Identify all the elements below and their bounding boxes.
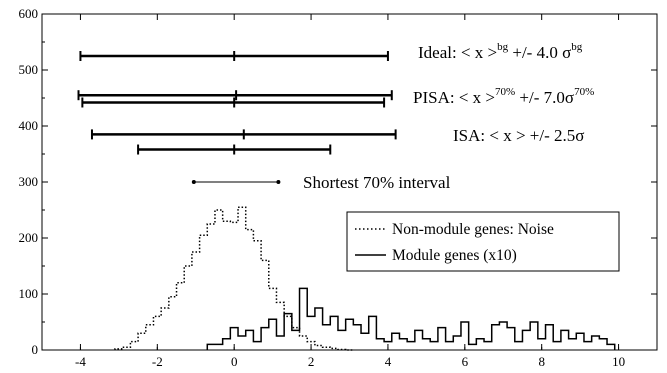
x-tick-label: 8 (538, 354, 545, 369)
interval-end-dot (276, 180, 281, 184)
y-tick-label: 600 (19, 6, 39, 21)
y-tick-label: 400 (19, 118, 39, 133)
y-tick-label: 200 (19, 230, 39, 245)
y-tick-label: 0 (32, 342, 39, 357)
x-tick-label: -2 (152, 354, 163, 369)
legend-label-noise: Non-module genes: Noise (392, 221, 554, 238)
y-tick-label: 500 (19, 62, 39, 77)
series-module-line (206, 287, 616, 350)
interval-end-dot (191, 180, 196, 184)
x-tick-label: -4 (75, 354, 86, 369)
interval-bars (77, 51, 397, 184)
annotation-pisa: PISA: < x >70% +/- 7.0σ70% (413, 86, 594, 107)
legend-box (346, 211, 620, 272)
y-tick-label: 300 (19, 174, 39, 189)
x-tick-label: 2 (308, 354, 315, 369)
legend-label-module: Module genes (x10) (392, 247, 517, 264)
series-lines (114, 206, 616, 351)
x-tick-label: 6 (462, 354, 469, 369)
annotation-shortest: Shortest 70% interval (303, 173, 451, 192)
legend: Non-module genes: Noise Module genes (x1… (346, 211, 620, 272)
x-tick-label: 0 (231, 354, 238, 369)
x-tick-label: 4 (385, 354, 392, 369)
annotation-ideal: Ideal: < x >bg +/- 4.0 σbg (418, 41, 583, 62)
x-tick-label: 10 (612, 354, 625, 369)
annotation-isa: ISA: < x > +/- 2.5σ (453, 126, 584, 145)
series-noise-line (114, 206, 354, 351)
y-tick-label: 100 (19, 286, 39, 301)
